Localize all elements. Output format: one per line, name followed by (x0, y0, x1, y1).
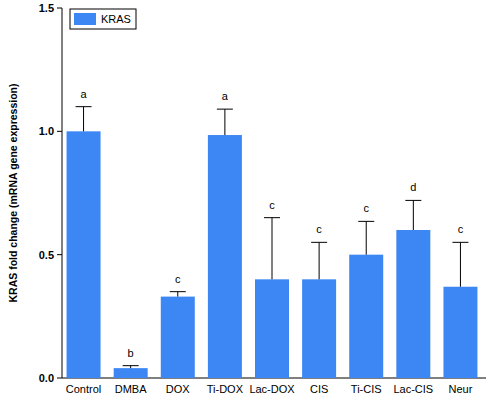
error-bar (452, 242, 468, 286)
annotation: c (316, 223, 322, 235)
y-tick-label: 0.0 (39, 372, 54, 384)
bar (396, 230, 430, 378)
error-bar (123, 366, 139, 368)
x-tick-label: Lac-CIS (393, 383, 433, 395)
error-bar (264, 218, 280, 280)
error-bar (217, 109, 233, 135)
y-axis (62, 8, 63, 378)
legend: KRAS (70, 9, 136, 29)
annotation: d (410, 181, 416, 193)
y-tick-label: 0.5 (39, 249, 54, 261)
x-tick-label: Ti-CIS (351, 383, 382, 395)
y-tick-label: 1.5 (39, 2, 54, 14)
annotation: c (363, 202, 369, 214)
error-bar (76, 107, 92, 132)
error-bar (405, 200, 421, 230)
bar (208, 135, 242, 378)
annotation: c (175, 273, 181, 285)
y-axis-label: KRAS fold change (mRNA gene expression) (7, 84, 19, 303)
legend-label: KRAS (101, 13, 131, 25)
error-bar (358, 221, 374, 254)
bar (67, 131, 101, 378)
x-tick-label: DOX (166, 383, 191, 395)
bar (114, 368, 148, 378)
y-tick (57, 131, 62, 132)
annotation: c (269, 199, 275, 211)
bar (302, 279, 336, 378)
bar (161, 297, 195, 378)
y-tick (57, 378, 62, 379)
error-bar (170, 292, 186, 297)
y-tick (57, 254, 62, 255)
x-tick-label: CIS (310, 383, 328, 395)
x-tick-label: Control (66, 383, 101, 395)
annotation: c (458, 223, 464, 235)
annotation: a (222, 90, 229, 102)
x-tick-label: DMBA (115, 383, 147, 395)
x-tick-label: Ti-DOX (207, 383, 244, 395)
y-tick (57, 8, 62, 9)
x-tick-label: Lac-DOX (249, 383, 295, 395)
bar (443, 287, 477, 378)
annotation: b (128, 347, 134, 359)
bar (349, 255, 383, 378)
bars (67, 107, 478, 378)
chart: 0.0 0.5 1.0 1.5 KRAS fold change (mRNA gene … (0, 0, 500, 402)
bar (255, 279, 289, 378)
y-tick-label: 1.0 (39, 125, 54, 137)
annotation: a (80, 88, 87, 100)
x-tick-label: Neur (449, 383, 473, 395)
error-bar (311, 242, 327, 279)
